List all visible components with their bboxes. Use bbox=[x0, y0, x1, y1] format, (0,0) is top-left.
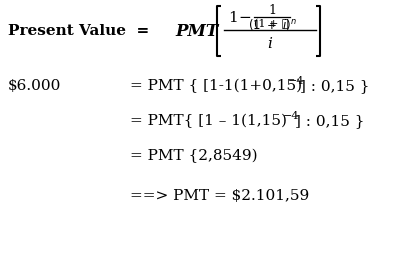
Text: 1: 1 bbox=[268, 4, 276, 16]
Text: = PMT { [1-1(1+0,15): = PMT { [1-1(1+0,15) bbox=[130, 79, 302, 93]
Text: −4: −4 bbox=[288, 76, 304, 86]
Text: ] : 0,15 }: ] : 0,15 } bbox=[295, 114, 365, 128]
Text: Present Value  =: Present Value = bbox=[8, 24, 160, 38]
Text: $(1\ +\ i)^n$: $(1\ +\ i)^n$ bbox=[248, 16, 297, 32]
Text: 1: 1 bbox=[228, 11, 238, 25]
Text: = PMT{ [1 – 1(1,15): = PMT{ [1 – 1(1,15) bbox=[130, 114, 287, 128]
Text: = PMT {2,8549): = PMT {2,8549) bbox=[130, 149, 257, 163]
Text: ==> PMT = $2.101,59: ==> PMT = $2.101,59 bbox=[130, 189, 309, 203]
Text: $6.000: $6.000 bbox=[8, 79, 61, 93]
Text: −: − bbox=[238, 11, 251, 25]
Text: −4: −4 bbox=[283, 111, 299, 121]
Text: (1 + ）: (1 + ） bbox=[254, 19, 288, 29]
Text: PMT: PMT bbox=[175, 23, 218, 40]
Text: ] : 0,15 }: ] : 0,15 } bbox=[300, 79, 370, 93]
Text: i: i bbox=[268, 37, 273, 51]
